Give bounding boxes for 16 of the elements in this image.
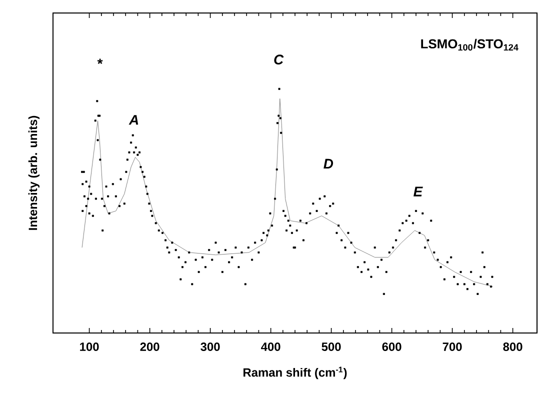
- x-tick-label: 700: [442, 342, 462, 351]
- text: *: [97, 58, 103, 64]
- x-tick-label: 200: [140, 342, 160, 351]
- text: C: [274, 54, 284, 65]
- chart-title: LSMO$_{100}$/STO$_{124}$: [421, 38, 518, 51]
- x-tick-label: 600: [382, 342, 402, 351]
- annotation: D: [324, 158, 334, 169]
- x-tick-label: 500: [322, 342, 341, 351]
- x-axis-title: Raman shift (cm$^{-1}$): [244, 366, 347, 380]
- y-axis-title: Intensity (arb. units): [28, 116, 40, 230]
- x-tick-label: 400: [261, 342, 280, 351]
- annotation: A: [128, 115, 138, 125]
- x-tick-label: 300: [200, 342, 220, 351]
- annotation: E: [414, 186, 423, 196]
- x-tick-label: 800: [503, 342, 522, 351]
- x-tick-label: 100: [80, 342, 99, 351]
